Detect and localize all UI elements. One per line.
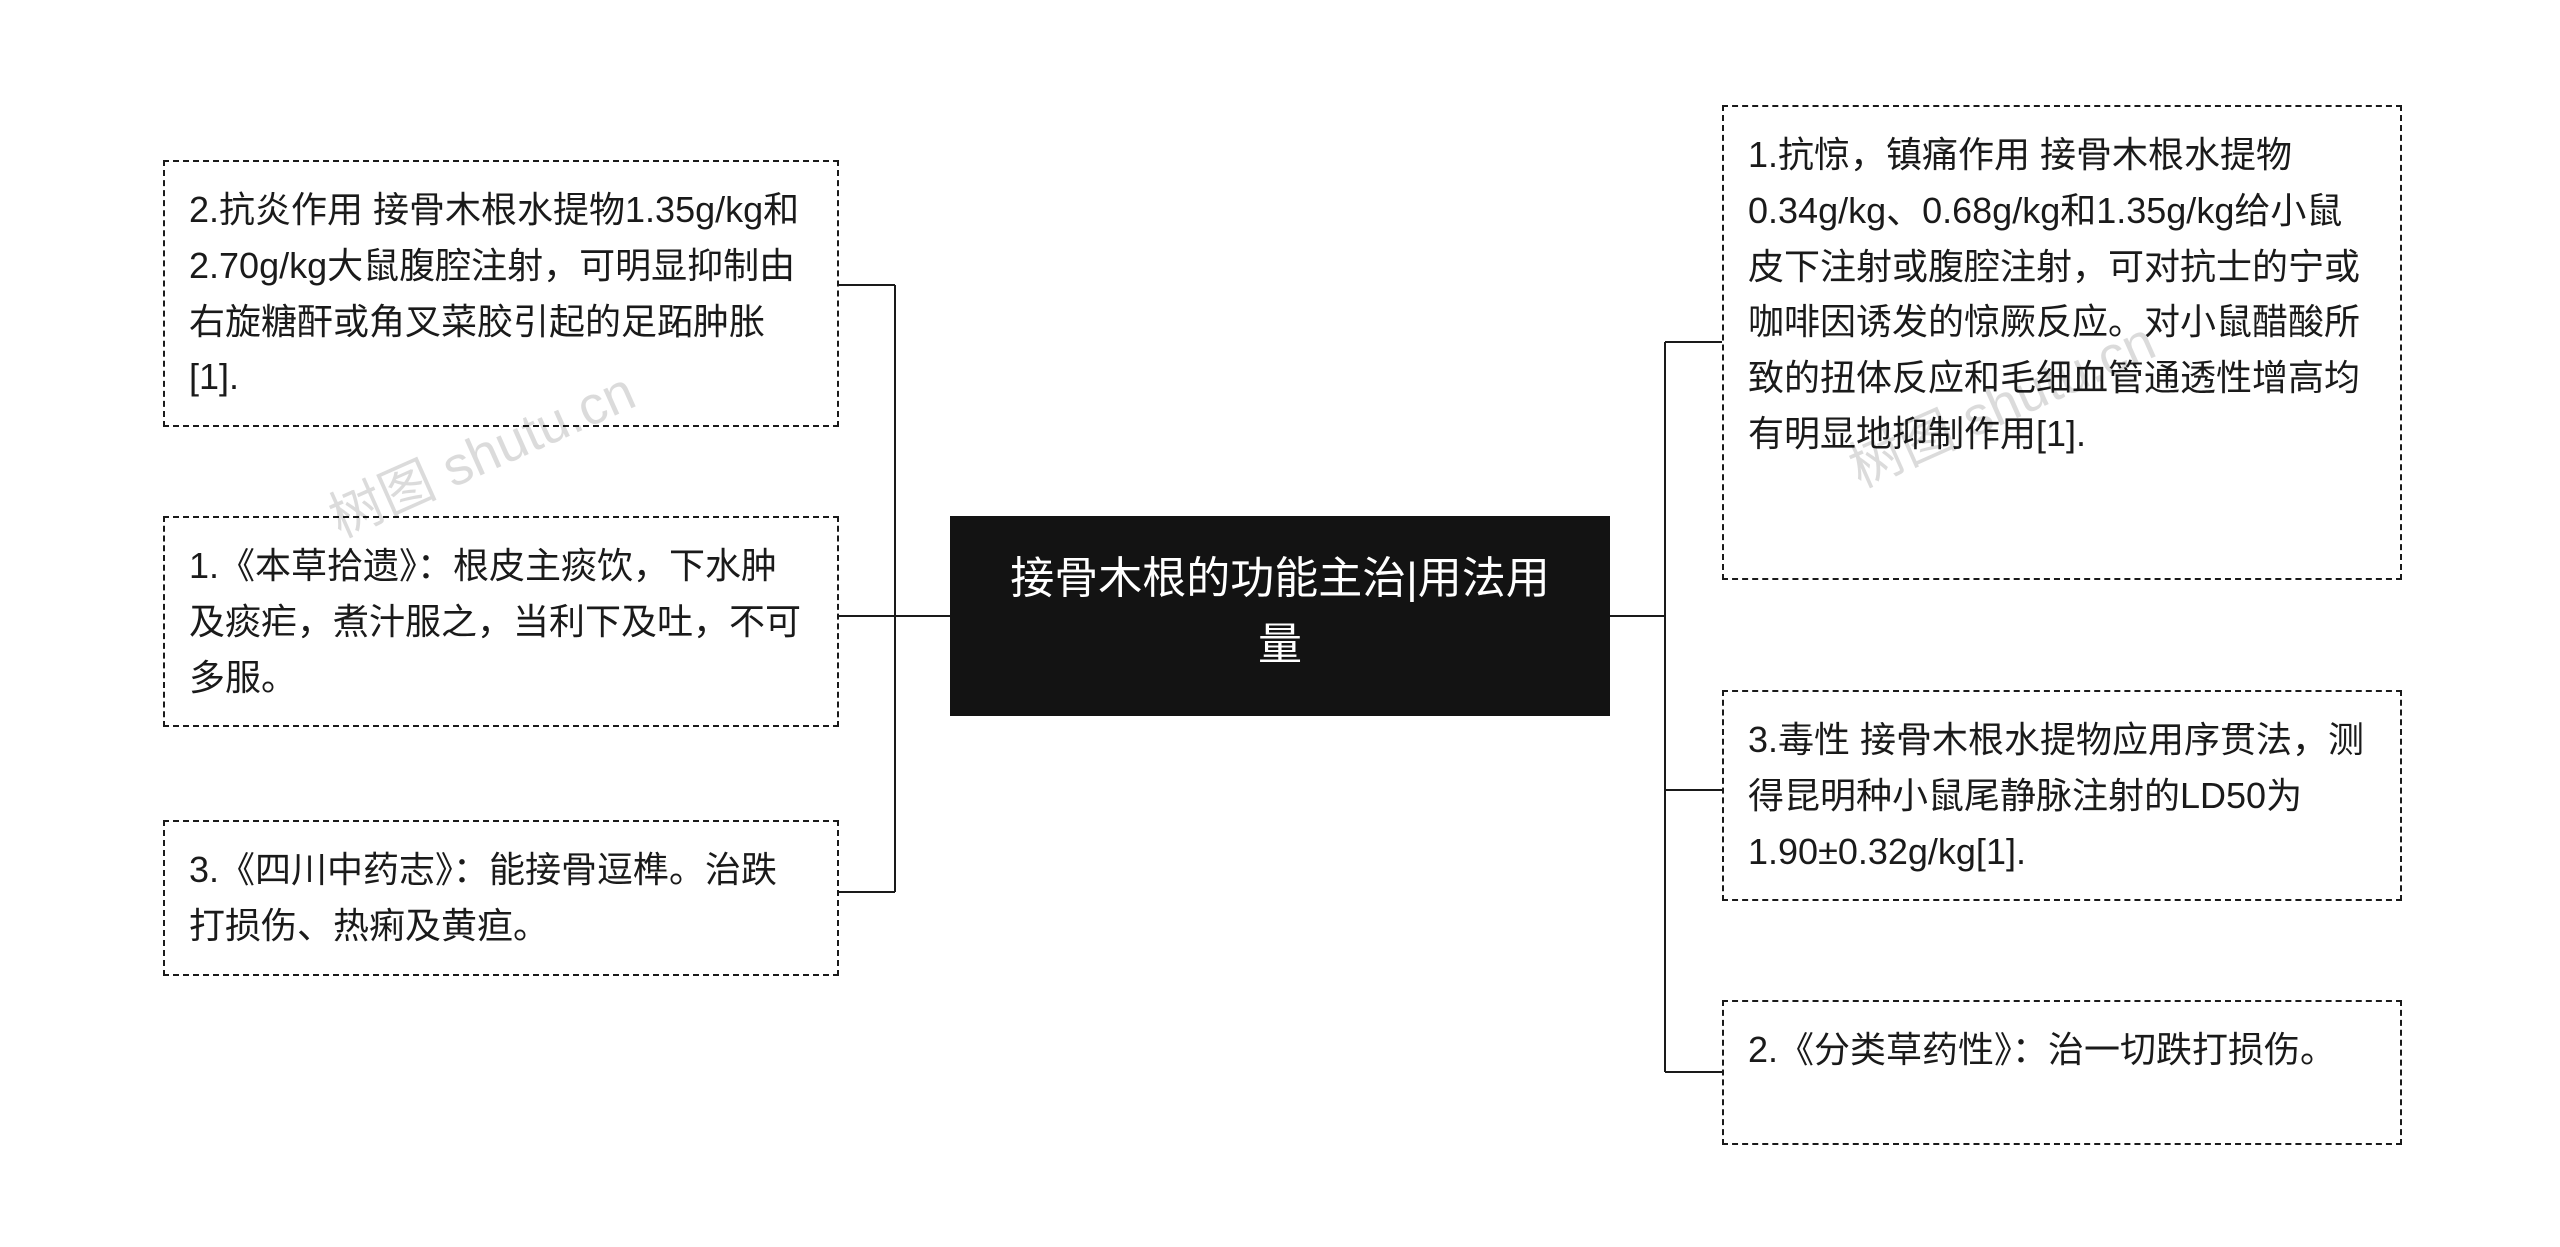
right-node-1: 3.毒性 接骨木根水提物应用序贯法，测得昆明种小鼠尾静脉注射的LD50为1.90… bbox=[1722, 690, 2402, 901]
left-node-text-0: 2.抗炎作用 接骨木根水提物1.35g/kg和2.70g/kg大鼠腹腔注射，可明… bbox=[189, 189, 799, 397]
right-node-text-0: 1.抗惊，镇痛作用 接骨木根水提物0.34g/kg、0.68g/kg和1.35g… bbox=[1748, 134, 2360, 454]
right-node-text-1: 3.毒性 接骨木根水提物应用序贯法，测得昆明种小鼠尾静脉注射的LD50为1.90… bbox=[1748, 719, 2364, 872]
right-node-2: 2.《分类草药性》：治一切跌打损伤。 bbox=[1722, 1000, 2402, 1145]
center-node: 接骨木根的功能主治|用法用量 bbox=[950, 516, 1610, 716]
left-node-1: 1.《本草拾遗》：根皮主痰饮，下水肿及痰疟，煮汁服之，当利下及吐，不可多服。 bbox=[163, 516, 839, 727]
left-node-0: 2.抗炎作用 接骨木根水提物1.35g/kg和2.70g/kg大鼠腹腔注射，可明… bbox=[163, 160, 839, 427]
left-node-2: 3.《四川中药志》：能接骨逗榫。治跌打损伤、热痢及黄疸。 bbox=[163, 820, 839, 976]
left-node-text-1: 1.《本草拾遗》：根皮主痰饮，下水肿及痰疟，煮汁服之，当利下及吐，不可多服。 bbox=[189, 545, 801, 698]
right-node-0: 1.抗惊，镇痛作用 接骨木根水提物0.34g/kg、0.68g/kg和1.35g… bbox=[1722, 105, 2402, 580]
left-node-text-2: 3.《四川中药志》：能接骨逗榫。治跌打损伤、热痢及黄疸。 bbox=[189, 849, 777, 946]
center-text: 接骨木根的功能主治|用法用量 bbox=[1010, 554, 1549, 669]
right-node-text-2: 2.《分类草药性》：治一切跌打损伤。 bbox=[1748, 1029, 2336, 1070]
